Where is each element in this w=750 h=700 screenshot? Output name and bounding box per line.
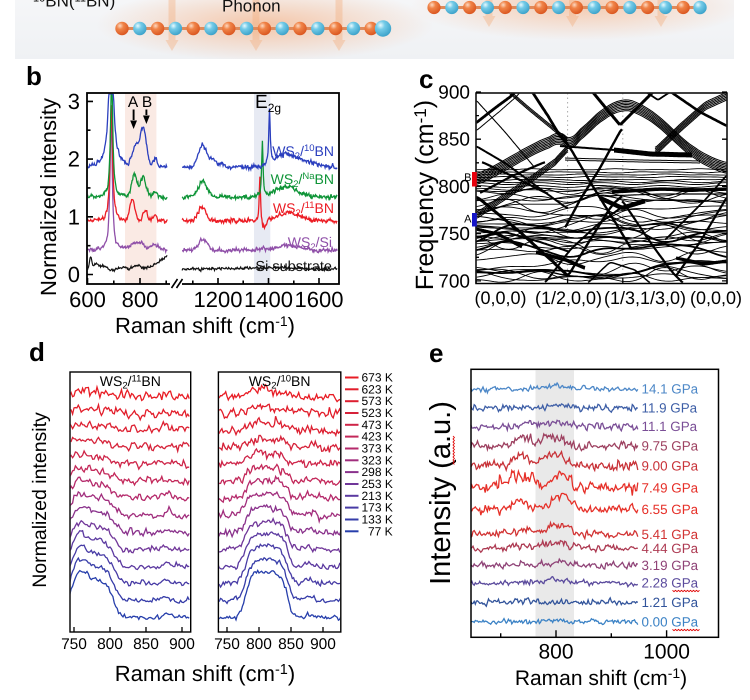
svg-text:Si substrate: Si substrate [255, 259, 332, 275]
svg-text:11.9 GPa: 11.9 GPa [642, 400, 698, 415]
svg-text:3.19 GPa: 3.19 GPa [642, 558, 699, 573]
svg-text:Raman shift (cm-1): Raman shift (cm-1) [115, 661, 295, 686]
svg-text:700: 700 [438, 271, 470, 292]
svg-text:1200: 1200 [194, 287, 243, 312]
svg-text:(1/3,1/3,0): (1/3,1/3,0) [604, 288, 686, 308]
svg-text:7.49 GPa: 7.49 GPa [642, 481, 699, 496]
svg-text:1400: 1400 [244, 287, 293, 312]
svg-text:B: B [464, 172, 471, 184]
svg-text:Normalized intensity: Normalized intensity [29, 412, 51, 588]
svg-text:9.00 GPa: 9.00 GPa [642, 459, 699, 474]
svg-text:WS2/11BN: WS2/11BN [100, 373, 161, 392]
svg-text:Intensity (a.u.): Intensity (a.u.) [425, 401, 457, 585]
svg-text:Frequency (cm-1): Frequency (cm-1) [410, 100, 439, 290]
svg-text:800: 800 [246, 636, 272, 653]
svg-text:800: 800 [122, 287, 159, 312]
svg-text:2.28 GPa: 2.28 GPa [642, 575, 699, 590]
svg-text:Phonon: Phonon [222, 0, 281, 16]
svg-text:10BN(11BN): 10BN(11BN) [33, 0, 115, 11]
svg-text:253 K: 253 K [362, 477, 393, 491]
svg-text:WS2/NaBN: WS2/NaBN [271, 171, 334, 190]
svg-text:77 K: 77 K [368, 524, 393, 538]
svg-text:4.44 GPa: 4.44 GPa [642, 541, 699, 556]
svg-text:800: 800 [538, 640, 573, 663]
svg-text:9.75 GPa: 9.75 GPa [642, 439, 699, 454]
svg-text:5.41 GPa: 5.41 GPa [642, 527, 699, 542]
svg-text:900: 900 [438, 83, 470, 104]
svg-text:800: 800 [438, 177, 470, 198]
svg-text:473 K: 473 K [362, 418, 393, 432]
svg-text:WS2/10BN: WS2/10BN [249, 373, 311, 392]
svg-text:373 K: 373 K [362, 442, 393, 456]
svg-text:298 K: 298 K [362, 465, 393, 479]
svg-text:850: 850 [278, 636, 304, 653]
svg-text:623 K: 623 K [362, 382, 393, 396]
svg-text:1.21 GPa: 1.21 GPa [642, 595, 699, 610]
svg-text:6.55 GPa: 6.55 GPa [642, 502, 699, 517]
svg-text:900: 900 [310, 636, 336, 653]
svg-text:323 K: 323 K [362, 453, 393, 467]
svg-text:423 K: 423 K [362, 430, 393, 444]
svg-text:133 K: 133 K [362, 513, 393, 527]
svg-text:1: 1 [68, 204, 80, 229]
svg-text:900: 900 [169, 636, 195, 653]
svg-text:750: 750 [61, 636, 87, 653]
svg-text:11.1 GPa: 11.1 GPa [642, 419, 698, 434]
svg-text:3: 3 [68, 89, 80, 114]
svg-text:213 K: 213 K [362, 489, 393, 503]
svg-text:173 K: 173 K [362, 501, 393, 515]
svg-text:Normalized intensity: Normalized intensity [36, 98, 61, 296]
svg-text:600: 600 [69, 287, 106, 312]
svg-text:523 K: 523 K [362, 406, 393, 420]
svg-text:Raman shift (cm-1): Raman shift (cm-1) [115, 313, 295, 338]
svg-text:800: 800 [97, 636, 123, 653]
svg-text:14.1 GPa: 14.1 GPa [642, 381, 699, 396]
svg-text:B: B [142, 94, 152, 111]
svg-text:0.00 GPa: 0.00 GPa [642, 614, 699, 629]
svg-text:0: 0 [68, 262, 80, 287]
svg-text:(0,0,0): (0,0,0) [690, 288, 742, 308]
svg-text:750: 750 [214, 636, 240, 653]
svg-text:1600: 1600 [295, 287, 344, 312]
svg-text:WS2/10BN: WS2/10BN [272, 143, 334, 162]
svg-text:1000: 1000 [643, 640, 690, 663]
svg-text:573 K: 573 K [362, 394, 393, 408]
svg-text:WS2/Si: WS2/Si [288, 234, 332, 253]
svg-text:(1/2,0,0): (1/2,0,0) [535, 288, 602, 308]
svg-text:850: 850 [133, 636, 159, 653]
svg-text:A: A [464, 214, 472, 226]
svg-text:WS2/11BN: WS2/11BN [273, 200, 334, 219]
svg-text:850: 850 [438, 130, 470, 151]
svg-text:2: 2 [68, 147, 80, 172]
svg-text:673 K: 673 K [362, 371, 393, 385]
svg-text:Raman shift (cm-1): Raman shift (cm-1) [515, 665, 687, 690]
svg-text:(0,0,0): (0,0,0) [474, 288, 526, 308]
svg-text:A: A [128, 94, 139, 111]
svg-text:750: 750 [438, 224, 470, 245]
